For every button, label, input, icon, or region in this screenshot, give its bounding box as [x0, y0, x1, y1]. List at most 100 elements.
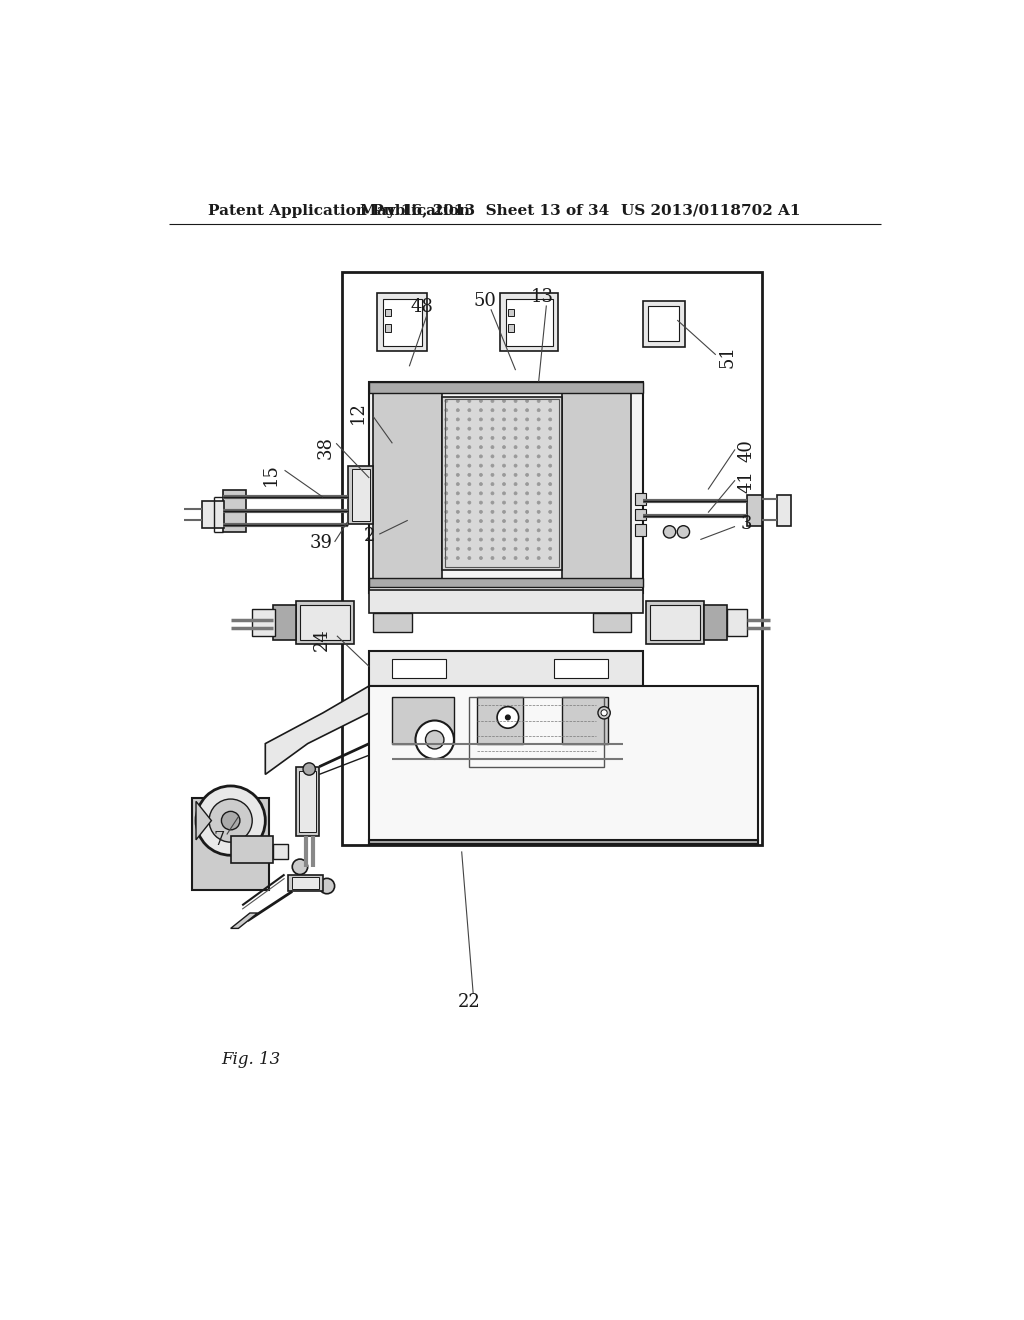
Circle shape [457, 502, 460, 504]
Circle shape [457, 539, 460, 541]
Bar [469, 697, 604, 767]
Circle shape [538, 465, 541, 467]
Bar [727, 609, 746, 636]
Circle shape [490, 483, 494, 486]
Circle shape [490, 455, 494, 458]
Circle shape [444, 437, 447, 440]
Bar [223, 490, 246, 532]
Bar [648, 306, 679, 341]
Circle shape [468, 520, 471, 523]
Bar [342, 272, 762, 845]
Bar [635, 494, 646, 506]
Polygon shape [265, 686, 370, 775]
Circle shape [503, 428, 506, 430]
Circle shape [490, 548, 494, 550]
Circle shape [525, 492, 528, 495]
Bar [289, 875, 323, 891]
Circle shape [549, 502, 552, 504]
Circle shape [503, 418, 506, 421]
Circle shape [490, 474, 494, 477]
Circle shape [549, 548, 552, 550]
Circle shape [514, 465, 517, 467]
Circle shape [598, 706, 610, 719]
Circle shape [490, 539, 494, 541]
Circle shape [292, 859, 307, 875]
Circle shape [525, 465, 528, 467]
Circle shape [490, 465, 494, 467]
Circle shape [479, 418, 482, 421]
Circle shape [457, 428, 460, 430]
Circle shape [457, 492, 460, 495]
Bar [202, 502, 223, 528]
Text: 51: 51 [718, 346, 736, 368]
Circle shape [468, 474, 471, 477]
Circle shape [538, 455, 541, 458]
Circle shape [457, 455, 460, 458]
Circle shape [514, 418, 517, 421]
Circle shape [525, 483, 528, 486]
Circle shape [457, 557, 460, 560]
Text: 40: 40 [737, 440, 756, 462]
Bar [442, 397, 562, 570]
Circle shape [416, 721, 454, 759]
Bar [300, 605, 350, 640]
Circle shape [444, 418, 447, 421]
Bar [373, 389, 442, 582]
Circle shape [538, 502, 541, 504]
Circle shape [503, 502, 506, 504]
Circle shape [468, 483, 471, 486]
Circle shape [525, 400, 528, 403]
Circle shape [525, 428, 528, 430]
Text: 50: 50 [473, 292, 497, 310]
Circle shape [514, 474, 517, 477]
Circle shape [468, 557, 471, 560]
Circle shape [503, 557, 506, 560]
Circle shape [490, 437, 494, 440]
Circle shape [444, 511, 447, 513]
Circle shape [444, 409, 447, 412]
Bar [296, 601, 354, 644]
Circle shape [490, 502, 494, 504]
Circle shape [490, 529, 494, 532]
Circle shape [538, 418, 541, 421]
Bar [252, 609, 275, 636]
Circle shape [468, 539, 471, 541]
Circle shape [444, 400, 447, 403]
Circle shape [514, 437, 517, 440]
Circle shape [457, 400, 460, 403]
Bar [383, 300, 422, 346]
Bar [292, 876, 319, 890]
Circle shape [538, 428, 541, 430]
Circle shape [549, 400, 552, 403]
Circle shape [503, 548, 506, 550]
Circle shape [468, 502, 471, 504]
Bar [348, 466, 373, 524]
Circle shape [503, 409, 506, 412]
Circle shape [549, 483, 552, 486]
Circle shape [444, 548, 447, 550]
Circle shape [514, 492, 517, 495]
Circle shape [549, 446, 552, 449]
Polygon shape [230, 913, 258, 928]
Circle shape [479, 455, 482, 458]
Circle shape [677, 525, 689, 539]
Text: Fig. 13: Fig. 13 [221, 1051, 281, 1068]
Bar [506, 300, 553, 346]
Circle shape [525, 502, 528, 504]
Circle shape [525, 474, 528, 477]
Circle shape [503, 492, 506, 495]
Circle shape [503, 465, 506, 467]
Circle shape [479, 548, 482, 550]
Circle shape [514, 548, 517, 550]
Circle shape [468, 465, 471, 467]
Circle shape [479, 502, 482, 504]
Circle shape [549, 428, 552, 430]
Text: 48: 48 [411, 298, 433, 315]
Circle shape [503, 437, 506, 440]
Bar [562, 697, 608, 743]
Circle shape [479, 539, 482, 541]
Bar [385, 323, 391, 331]
Circle shape [664, 525, 676, 539]
Circle shape [538, 483, 541, 486]
Circle shape [503, 520, 506, 523]
